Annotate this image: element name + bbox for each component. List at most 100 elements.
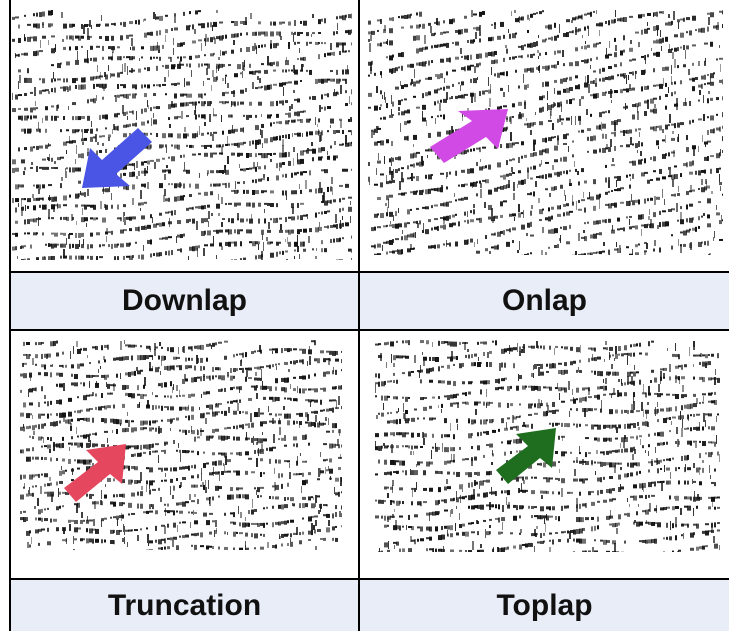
seismic-pixel	[109, 184, 110, 192]
seismic-pixel	[129, 228, 132, 232]
seismic-pixel	[476, 63, 479, 68]
seismic-pixel	[12, 38, 15, 42]
seismic-pixel	[620, 130, 623, 133]
seismic-pixel	[698, 225, 700, 229]
seismic-pixel	[596, 194, 600, 200]
seismic-pixel	[183, 183, 185, 189]
seismic-pixel	[225, 456, 227, 465]
seismic-pixel	[302, 503, 305, 509]
seismic-pixel	[266, 522, 268, 525]
seismic-pixel	[143, 420, 146, 425]
seismic-pixel	[630, 344, 632, 348]
seismic-pixel	[90, 232, 93, 237]
seismic-pixel	[198, 114, 200, 118]
seismic-pixel	[248, 367, 252, 371]
seismic-pixel	[585, 437, 589, 440]
seismic-pixel	[50, 364, 52, 367]
seismic-pixel	[216, 229, 219, 234]
seismic-pixel	[269, 413, 272, 416]
seismic-pixel	[330, 70, 333, 73]
seismic-pixel	[299, 540, 302, 545]
seismic-pixel	[526, 118, 527, 121]
seismic-pixel	[207, 230, 211, 236]
seismic-pixel	[263, 507, 265, 510]
seismic-pixel	[321, 169, 325, 172]
seismic-pixel	[387, 412, 389, 415]
seismic-pixel	[80, 519, 83, 524]
seismic-pixel	[483, 380, 487, 385]
seismic-pixel	[378, 412, 380, 415]
seismic-pixel	[653, 13, 654, 17]
seismic-pixel	[291, 119, 295, 123]
seismic-pixel	[699, 402, 701, 405]
seismic-pixel	[320, 132, 322, 141]
seismic-pixel	[275, 363, 277, 366]
seismic-pixel	[182, 394, 185, 397]
seismic-pixel	[256, 47, 257, 54]
seismic-pixel	[633, 422, 636, 428]
seismic-pixel	[642, 392, 646, 395]
seismic-pixel	[31, 537, 32, 544]
seismic-pixel	[192, 218, 195, 224]
seismic-pixel	[509, 116, 511, 122]
seismic-pixel	[446, 71, 448, 76]
seismic-pixel	[87, 99, 89, 104]
seismic-pixel	[468, 381, 472, 385]
seismic-pixel	[648, 216, 650, 220]
seismic-pixel	[120, 22, 122, 26]
seismic-pixel	[236, 368, 238, 372]
seismic-pixel	[177, 133, 181, 139]
seismic-pixel	[681, 415, 684, 420]
seismic-pixel	[698, 99, 700, 102]
seismic-pixel	[504, 348, 507, 353]
seismic-pixel	[449, 97, 451, 100]
seismic-texture	[12, 10, 352, 260]
seismic-pixel	[293, 473, 297, 476]
seismic-pixel	[315, 227, 319, 233]
seismic-pixel	[510, 132, 512, 141]
seismic-pixel	[326, 350, 329, 353]
seismic-pixel	[560, 78, 563, 84]
seismic-pixel	[206, 435, 210, 441]
seismic-pixel	[467, 211, 468, 217]
seismic-pixel	[179, 502, 182, 506]
seismic-pixel	[89, 408, 93, 411]
seismic-pixel	[96, 45, 100, 48]
seismic-pixel	[83, 25, 85, 34]
seismic-pixel	[75, 116, 78, 121]
seismic-pixel	[254, 508, 257, 512]
seismic-pixel	[275, 396, 279, 401]
seismic-pixel	[516, 425, 519, 431]
seismic-pixel	[18, 94, 22, 97]
seismic-pixel	[329, 408, 332, 412]
seismic-pixel	[264, 153, 268, 159]
seismic-pixel	[254, 487, 256, 490]
seismic-pixel	[416, 151, 420, 154]
seismic-pixel	[146, 420, 148, 425]
seismic-pixel	[408, 418, 410, 422]
seismic-pixel	[198, 192, 201, 195]
seismic-pixel	[233, 521, 236, 525]
seismic-pixel	[656, 84, 660, 87]
seismic-pixel	[467, 219, 469, 224]
seismic-pixel	[237, 202, 241, 206]
seismic-pixel	[299, 503, 301, 509]
seismic-pixel	[38, 528, 42, 532]
seismic-pixel	[711, 451, 713, 455]
seismic-pixel	[176, 510, 178, 513]
seismic-pixel	[579, 117, 581, 125]
seismic-pixel	[413, 35, 416, 41]
seismic-pixel	[435, 74, 437, 77]
seismic-pixel	[41, 517, 43, 522]
seismic-pixel	[551, 215, 553, 220]
seismic-pixel	[398, 168, 400, 172]
seismic-pixel	[617, 248, 621, 254]
seismic-pixel	[351, 102, 352, 106]
seismic-pixel	[671, 137, 675, 141]
seismic-pixel	[66, 238, 67, 245]
seismic-pixel	[191, 475, 194, 479]
seismic-pixel	[79, 240, 80, 247]
seismic-pixel	[719, 57, 723, 60]
seismic-pixel	[146, 467, 149, 470]
seismic-pixel	[488, 89, 491, 94]
